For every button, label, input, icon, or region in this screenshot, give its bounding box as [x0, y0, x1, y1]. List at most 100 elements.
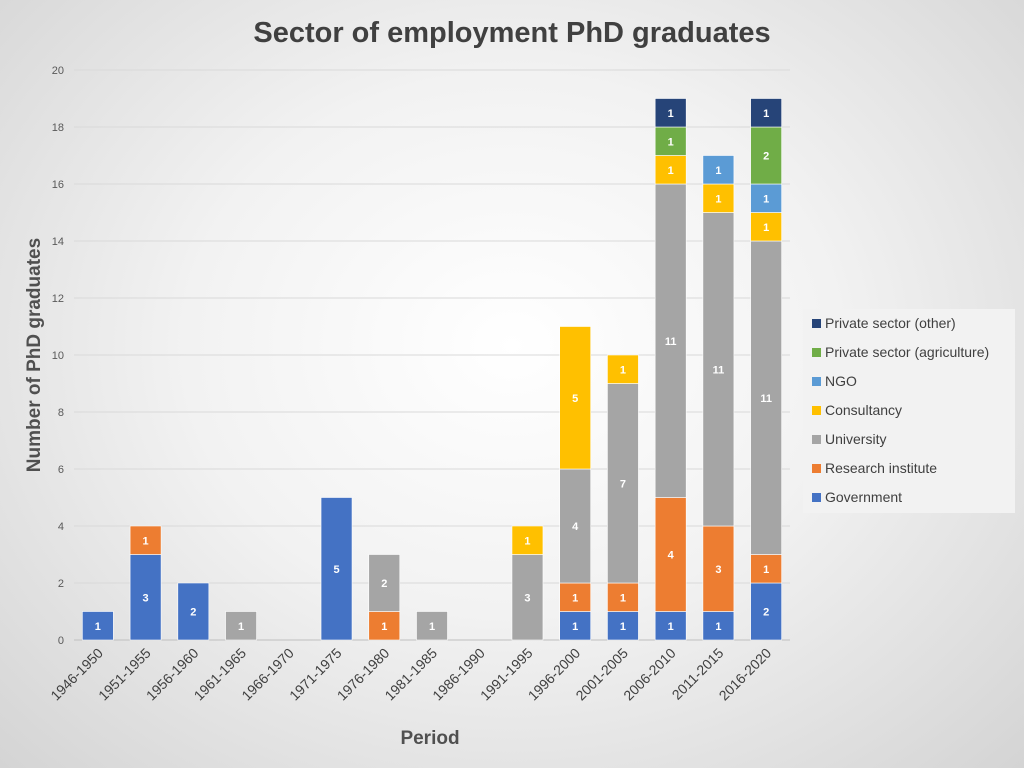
data-label: 1	[668, 108, 674, 120]
bar-segment	[559, 611, 592, 641]
legend: Private sector (other) Private sector (ag…	[803, 309, 1015, 513]
y-tick-label: 18	[52, 122, 64, 134]
legend-swatch	[812, 464, 821, 473]
bar-segment	[750, 98, 782, 128]
bar-segment	[320, 497, 353, 641]
legend-label: Private sector (other)	[825, 315, 956, 331]
legend-label: Private sector (agriculture)	[825, 344, 989, 360]
bar-segment	[750, 240, 782, 555]
bar-segment	[654, 183, 687, 498]
bar-segment	[750, 126, 782, 185]
bar-segment	[129, 554, 162, 641]
bar-segment	[225, 611, 257, 641]
data-label: 2	[190, 607, 196, 619]
legend-label: Consultancy	[825, 402, 902, 418]
legend-swatch	[812, 348, 821, 357]
data-label: 1	[715, 165, 721, 177]
legend-swatch	[812, 493, 821, 502]
data-label: 7	[620, 478, 626, 490]
data-label: 1	[620, 364, 626, 376]
data-label: 5	[572, 393, 578, 405]
bar-segment	[702, 212, 735, 527]
bar-segment	[511, 554, 544, 641]
bar-segment	[654, 497, 687, 612]
data-label: 1	[238, 621, 244, 633]
data-label: 2	[763, 607, 769, 619]
data-label: 1	[763, 222, 769, 234]
bar-segment	[654, 98, 687, 128]
data-label: 1	[715, 621, 721, 633]
data-label: 1	[620, 592, 626, 604]
bar-segment	[129, 525, 162, 555]
bar-segment	[607, 354, 639, 384]
data-label: 2	[763, 151, 769, 163]
legend-label: Research institute	[825, 460, 937, 476]
chart-title: Sector of employment PhD graduates	[253, 17, 770, 49]
data-label: 4	[668, 550, 675, 562]
bar-segment	[750, 582, 782, 641]
y-tick-label: 14	[52, 236, 64, 248]
data-label: 1	[668, 165, 674, 177]
data-label: 1	[572, 621, 578, 633]
data-label: 5	[333, 564, 339, 576]
y-tick-label: 20	[52, 65, 64, 77]
legend-label: University	[825, 431, 886, 447]
legend-box	[803, 309, 1015, 513]
bar-segment	[702, 183, 735, 213]
data-label: 1	[95, 621, 101, 633]
data-label: 3	[143, 592, 149, 604]
y-tick-label: 2	[58, 578, 64, 590]
y-axis-title: Number of PhD graduates	[24, 238, 45, 472]
y-tick-label: 6	[58, 464, 64, 476]
legend-swatch	[812, 377, 821, 386]
data-label: 4	[572, 521, 579, 533]
x-axis-ticks: 1946-19501951-19551956-19601961-19651966…	[47, 645, 774, 704]
data-label: 1	[524, 535, 530, 547]
data-label: 11	[760, 393, 772, 405]
bar-segment	[559, 326, 592, 470]
legend-swatch	[812, 435, 821, 444]
y-tick-label: 0	[58, 635, 64, 647]
data-label: 1	[668, 136, 674, 148]
data-label: 1	[763, 193, 769, 205]
bar-segment	[607, 383, 639, 584]
bar-segment	[750, 212, 782, 242]
bar-segment	[511, 525, 544, 555]
x-tick-label: 2006-2010	[620, 645, 679, 704]
legend-label: NGO	[825, 373, 857, 389]
bar-segment	[654, 155, 687, 185]
bar-segment	[559, 582, 592, 612]
data-label: 1	[668, 621, 674, 633]
data-label: 1	[572, 592, 578, 604]
bar-segment	[654, 126, 687, 156]
data-label: 11	[665, 336, 677, 348]
legend-swatch	[812, 406, 821, 415]
x-axis-title: Period	[400, 728, 459, 749]
legend-swatch	[812, 319, 821, 328]
bar-segment	[750, 183, 782, 213]
bar-segment	[750, 554, 782, 584]
bar-segment	[702, 525, 735, 612]
bar-segment	[607, 611, 639, 641]
data-label: 3	[715, 564, 721, 576]
data-label: 1	[143, 535, 149, 547]
data-label: 1	[620, 621, 626, 633]
bar-segment	[654, 611, 687, 641]
data-label: 1	[381, 621, 387, 633]
bar-segment	[702, 155, 735, 185]
bar-segment	[368, 554, 401, 612]
data-label: 2	[381, 578, 387, 590]
bar-segment	[416, 611, 448, 641]
y-tick-label: 8	[58, 407, 64, 419]
data-label: 1	[763, 108, 769, 120]
data-label: 3	[524, 592, 530, 604]
y-tick-label: 4	[58, 521, 64, 533]
bar-segment	[82, 611, 114, 641]
y-tick-label: 16	[52, 179, 64, 191]
legend-label: Government	[825, 489, 902, 505]
data-label: 11	[713, 364, 725, 376]
y-tick-label: 12	[52, 293, 64, 305]
y-axis-ticks: 0 2 4 6 8 10 12 14 16 18 20	[52, 65, 64, 647]
